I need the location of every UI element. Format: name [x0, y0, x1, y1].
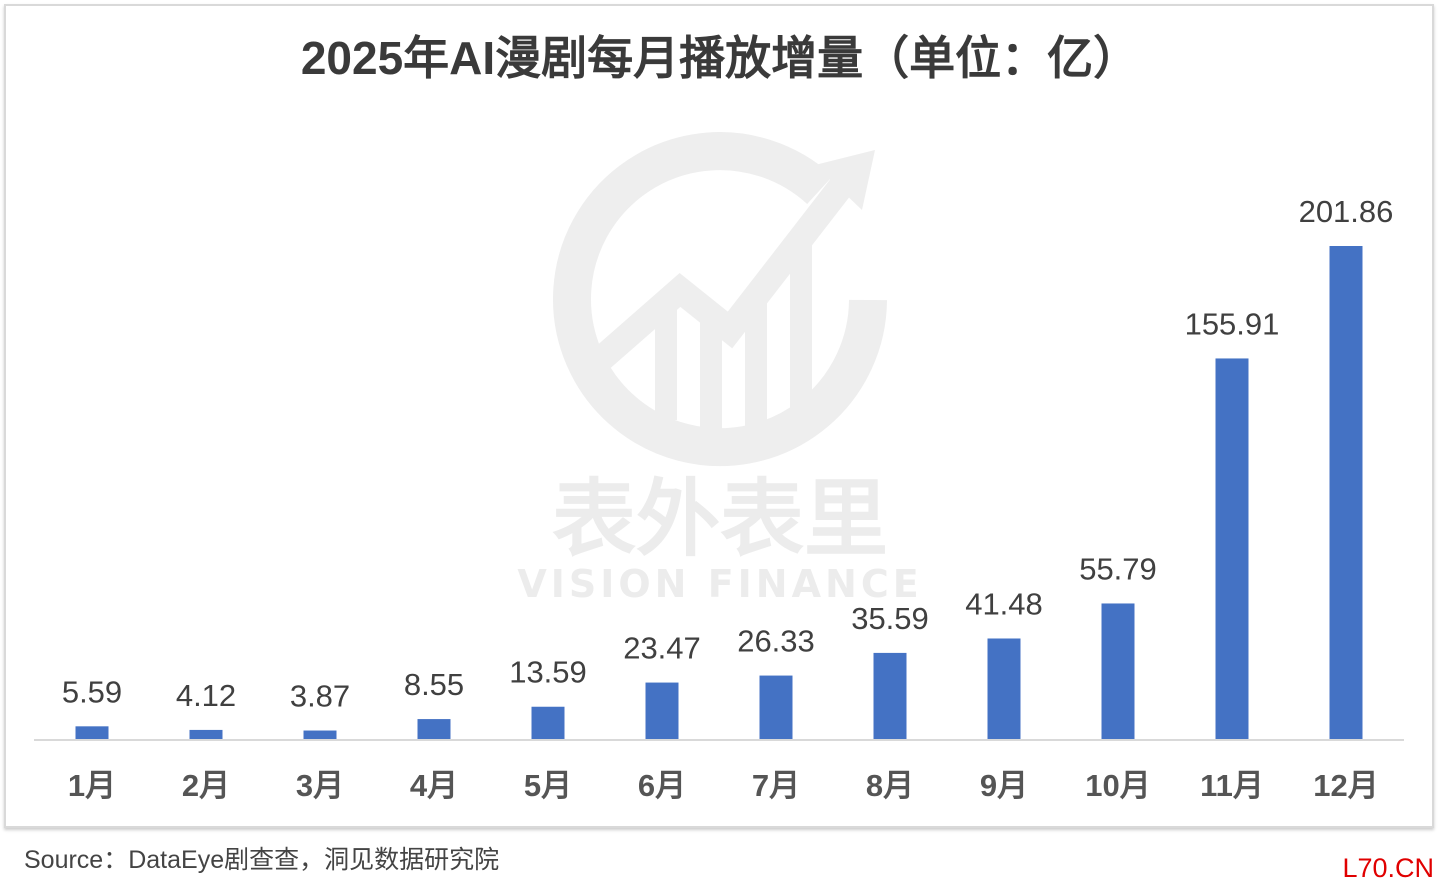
data-label: 3.87 [290, 679, 350, 714]
bar [531, 706, 565, 740]
data-label: 5.59 [62, 674, 122, 709]
data-label: 23.47 [623, 631, 701, 666]
data-label: 201.86 [1299, 194, 1394, 229]
x-tick-label: 12月 [1313, 768, 1378, 803]
bar [645, 682, 679, 740]
watermark-en: VISION FINANCE [517, 562, 922, 606]
bar [1329, 246, 1363, 740]
bar [303, 730, 337, 740]
bar [873, 652, 907, 740]
x-tick-label: 3月 [296, 768, 344, 803]
x-tick-label: 5月 [524, 768, 572, 803]
x-tick-label: 11月 [1200, 768, 1264, 803]
data-label: 35.59 [851, 601, 929, 636]
watermark-logo: 表外表里 VISION FINANCE [517, 132, 922, 606]
site-watermark: L70.CN [1342, 853, 1434, 883]
bar [1215, 358, 1249, 740]
chart-frame [4, 4, 1434, 828]
bar [759, 675, 793, 740]
watermark-cn: 表外表里 [552, 470, 888, 568]
data-label: 41.48 [965, 586, 1043, 621]
x-tick-label: 9月 [980, 768, 1028, 803]
source-note: Source：DataEye剧查查，洞见数据研究院 [24, 846, 500, 874]
x-tick-label: 7月 [752, 768, 800, 803]
data-label: 155.91 [1185, 306, 1280, 341]
bar [75, 726, 109, 740]
data-label: 8.55 [404, 667, 464, 702]
x-tick-label: 1月 [68, 768, 116, 803]
x-tick-label: 2月 [182, 768, 230, 803]
x-tick-label: 4月 [410, 768, 458, 803]
bar [417, 719, 451, 740]
x-tick-label: 10月 [1085, 768, 1150, 803]
data-label: 13.59 [509, 655, 587, 690]
bar [1101, 603, 1135, 740]
bar [987, 638, 1021, 740]
data-label: 55.79 [1079, 551, 1157, 586]
x-tick-label: 6月 [638, 768, 686, 803]
data-label: 4.12 [176, 678, 236, 713]
bar [189, 729, 223, 740]
x-tick-label: 8月 [866, 768, 914, 803]
chart-title: 2025年AI漫剧每月播放增量（单位：亿） [300, 32, 1140, 84]
data-label: 26.33 [737, 624, 815, 659]
